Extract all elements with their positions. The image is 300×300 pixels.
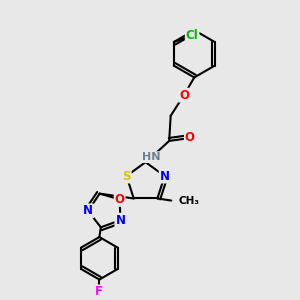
Text: HN: HN bbox=[142, 152, 161, 162]
Text: S: S bbox=[122, 169, 131, 182]
Text: O: O bbox=[185, 131, 195, 145]
Text: N: N bbox=[83, 204, 93, 218]
Text: N: N bbox=[116, 214, 125, 227]
Text: N: N bbox=[160, 169, 170, 182]
Text: F: F bbox=[95, 286, 104, 298]
Text: CH₃: CH₃ bbox=[178, 196, 199, 206]
Text: O: O bbox=[115, 193, 125, 206]
Text: O: O bbox=[179, 89, 189, 102]
Text: Cl: Cl bbox=[186, 29, 199, 42]
